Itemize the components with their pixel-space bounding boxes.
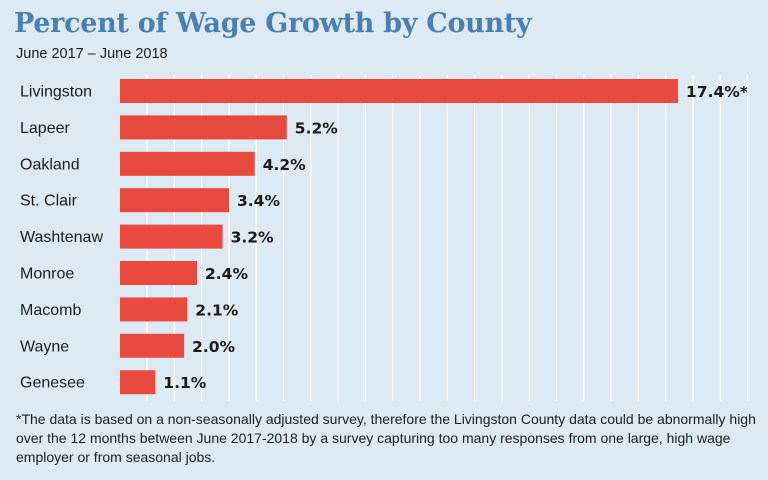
bars: [120, 79, 678, 395]
chart-subtitle: June 2017 – June 2018: [16, 46, 168, 62]
category-label: Livingston: [20, 84, 92, 101]
category-label: Washtenaw: [20, 229, 103, 246]
value-label: 17.4%*: [686, 83, 748, 101]
bar-macomb: [120, 297, 188, 322]
category-label: Wayne: [20, 338, 69, 355]
bar-genesee: [120, 370, 156, 395]
bar-oakland: [120, 151, 255, 176]
bar-wayne: [120, 333, 185, 358]
bar-lapeer: [120, 115, 287, 140]
category-label: Monroe: [20, 266, 74, 283]
bar-chart: Livingston Lapeer Oakland St. Clair Washtena…: [20, 75, 749, 401]
category-label: Oakland: [20, 156, 80, 173]
value-label: 3.4%: [237, 192, 280, 210]
value-labels: 17.4%* 5.2% 4.2% 3.4% 3.2% 2.4% 2.1% 2.0% 1.1%: [163, 83, 748, 392]
bar-st-clair: [120, 188, 229, 213]
category-labels: Livingston Lapeer Oakland St. Clair Washtena…: [20, 84, 103, 392]
footnote: *The data is based on a non-seasonally a…: [16, 411, 756, 465]
value-label: 1.1%: [163, 374, 206, 392]
value-label: 2.4%: [205, 265, 248, 283]
category-label: St. Clair: [20, 193, 78, 210]
category-label: Macomb: [20, 302, 81, 319]
value-label: 2.0%: [192, 338, 235, 356]
bar-monroe: [120, 261, 197, 285]
bar-livingston: [120, 79, 678, 103]
value-label: 3.2%: [231, 229, 274, 247]
bar-washtenaw: [120, 224, 223, 249]
chart-title: Percent of Wage Growth by County: [14, 8, 532, 39]
value-label: 2.1%: [195, 301, 238, 319]
value-label: 5.2%: [295, 119, 338, 137]
category-label: Genesee: [20, 375, 85, 392]
value-label: 4.2%: [263, 156, 306, 174]
category-label: Lapeer: [20, 120, 70, 137]
